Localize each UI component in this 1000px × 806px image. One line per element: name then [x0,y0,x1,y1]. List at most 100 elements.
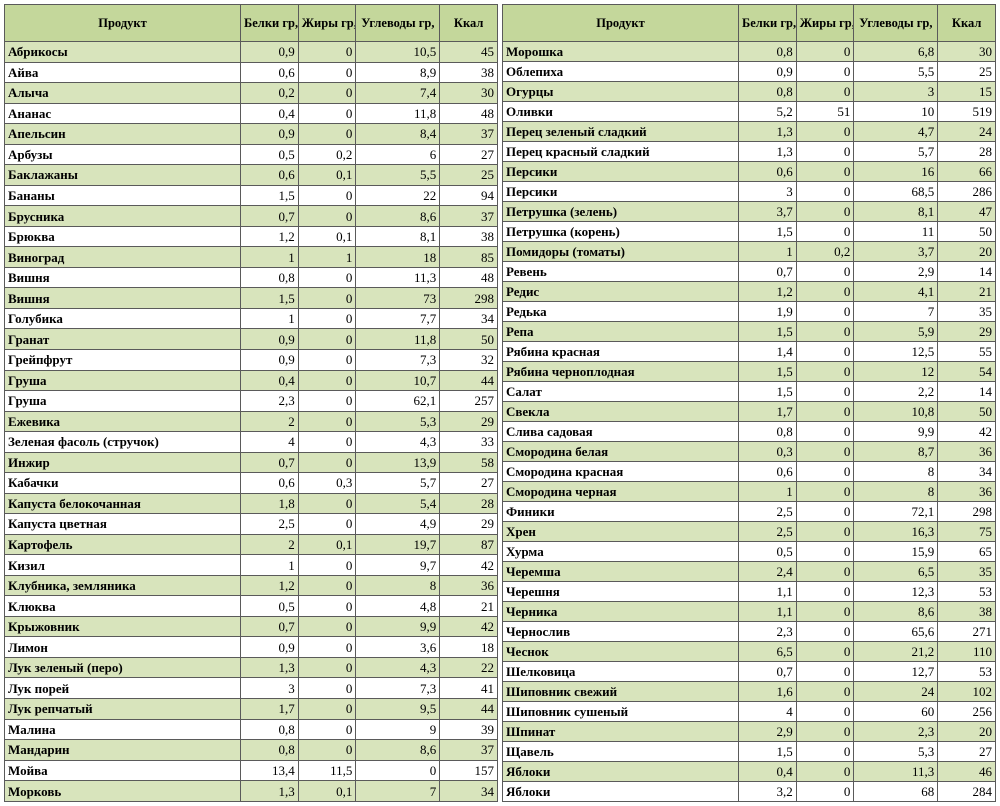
cell-value: 0 [298,185,356,206]
cell-value: 0 [796,422,854,442]
cell-value: 0 [298,308,356,329]
table-row: Чеснок6,5021,2110 [503,642,996,662]
cell-value: 34 [440,781,498,802]
cell-value: 72,1 [854,502,938,522]
table-row: Крыжовник0,709,942 [5,616,498,637]
cell-product: Петрушка (корень) [503,222,739,242]
cell-value: 0,9 [241,349,299,370]
cell-value: 10 [854,102,938,122]
table-row: Финики2,5072,1298 [503,502,996,522]
cell-product: Лук порей [5,678,241,699]
cell-value: 3 [241,678,299,699]
table-row: Салат1,502,214 [503,382,996,402]
table-row: Чернослив2,3065,6271 [503,622,996,642]
cell-value: 62,1 [356,391,440,412]
cell-value: 36 [938,442,996,462]
cell-product: Клюква [5,596,241,617]
cell-value: 0 [298,596,356,617]
table-row: Клубника, земляника1,20836 [5,575,498,596]
cell-product: Вишня [5,267,241,288]
table-row: Редька1,90735 [503,302,996,322]
cell-value: 5,5 [356,165,440,186]
cell-value: 0 [796,582,854,602]
table-row: Виноград111885 [5,247,498,268]
cell-value: 0 [796,482,854,502]
cell-value: 0 [298,349,356,370]
cell-value: 0,7 [739,662,797,682]
table-row: Перец зеленый сладкий1,304,724 [503,122,996,142]
cell-value: 0 [298,83,356,104]
col-protein: Белки гр, [739,5,797,42]
cell-value: 0 [796,682,854,702]
cell-value: 0 [796,542,854,562]
cell-value: 1,5 [739,222,797,242]
cell-value: 58 [440,452,498,473]
cell-value: 44 [440,699,498,720]
cell-value: 68,5 [854,182,938,202]
cell-product: Облепиха [503,62,739,82]
cell-value: 1,3 [739,142,797,162]
cell-value: 1,3 [241,657,299,678]
cell-value: 12 [854,362,938,382]
col-carbs: Углеводы гр, [356,5,440,42]
cell-value: 22 [440,657,498,678]
table-row: Черемша2,406,535 [503,562,996,582]
cell-product: Щавель [503,742,739,762]
cell-value: 0 [298,452,356,473]
cell-product: Ревень [503,262,739,282]
cell-value: 0,3 [739,442,797,462]
cell-value: 13,4 [241,760,299,781]
cell-product: Перец красный сладкий [503,142,739,162]
cell-value: 5,5 [854,62,938,82]
cell-value: 271 [938,622,996,642]
cell-product: Хрен [503,522,739,542]
cell-product: Оливки [503,102,739,122]
cell-value: 39 [440,719,498,740]
cell-value: 7,7 [356,308,440,329]
cell-value: 5,4 [356,493,440,514]
cell-product: Финики [503,502,739,522]
cell-value: 0,6 [241,165,299,186]
cell-value: 8,6 [356,206,440,227]
cell-value: 73 [356,288,440,309]
table-row: Рябина черноплодная1,501254 [503,362,996,382]
cell-value: 0 [796,122,854,142]
table-row: Апельсин0,908,437 [5,124,498,145]
cell-value: 256 [938,702,996,722]
cell-value: 38 [938,602,996,622]
cell-value: 19,7 [356,534,440,555]
cell-value: 1,8 [241,493,299,514]
cell-value: 0 [298,267,356,288]
cell-value: 0 [298,103,356,124]
cell-value: 0 [796,442,854,462]
cell-product: Черемша [503,562,739,582]
cell-value: 8 [854,462,938,482]
cell-value: 11,5 [298,760,356,781]
cell-product: Грейпфрут [5,349,241,370]
cell-value: 0 [796,302,854,322]
table-row: Смородина красная0,60834 [503,462,996,482]
cell-value: 0 [796,462,854,482]
cell-value: 3,2 [739,782,797,802]
cell-value: 37 [440,206,498,227]
cell-value: 0,5 [739,542,797,562]
table-row: Петрушка (корень)1,501150 [503,222,996,242]
cell-value: 0,9 [241,124,299,145]
cell-value: 8 [356,575,440,596]
cell-value: 29 [440,514,498,535]
cell-value: 55 [938,342,996,362]
cell-value: 0,9 [241,42,299,63]
table-row: Вишня1,5073298 [5,288,498,309]
cell-product: Капуста цветная [5,514,241,535]
cell-value: 0,6 [739,162,797,182]
table-row: Редис1,204,121 [503,282,996,302]
cell-value: 1,7 [739,402,797,422]
table-row: Огурцы0,80315 [503,82,996,102]
cell-value: 0,1 [298,534,356,555]
cell-product: Петрушка (зелень) [503,202,739,222]
cell-value: 5,3 [356,411,440,432]
cell-value: 5,2 [739,102,797,122]
table-row: Оливки5,25110519 [503,102,996,122]
cell-product: Перец зеленый сладкий [503,122,739,142]
cell-value: 0,4 [241,370,299,391]
